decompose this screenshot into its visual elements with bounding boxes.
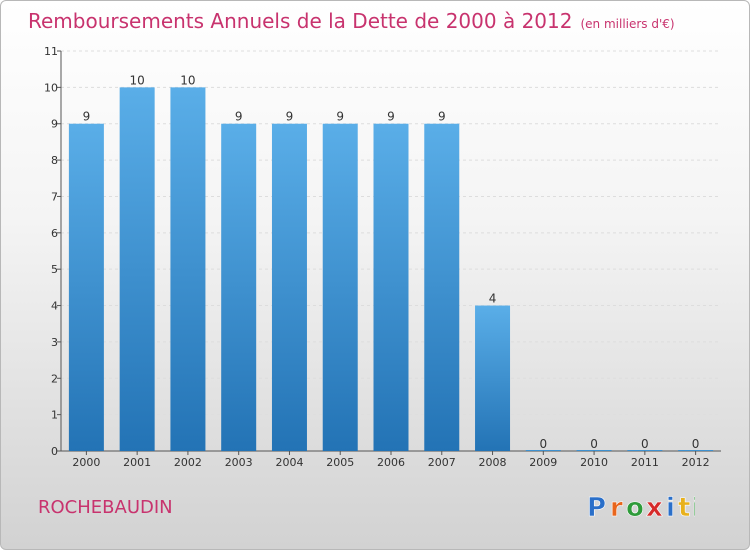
- y-tick-label: 3: [51, 336, 58, 349]
- bar-2007: [424, 123, 460, 452]
- bar-value-label: 0: [641, 437, 649, 451]
- x-tick-label: 2004: [275, 456, 303, 469]
- logo-letter: t: [678, 493, 690, 523]
- bars: [68, 87, 714, 452]
- y-tick-label: 1: [51, 409, 58, 422]
- y-tick-label: 2: [51, 372, 58, 385]
- x-tick-label: 2007: [428, 456, 456, 469]
- x-tick-label: 2011: [631, 456, 659, 469]
- bar-value-label: 0: [692, 437, 700, 451]
- bar-2012: [678, 450, 714, 451]
- x-tick-label: 2003: [225, 456, 253, 469]
- x-tick-label: 2002: [174, 456, 202, 469]
- bar-value-label: 9: [336, 110, 344, 124]
- logo-letter: x: [646, 493, 663, 523]
- y-tick-label: 0: [51, 445, 58, 458]
- chart-title: Remboursements Annuels de la Dette de 20…: [28, 9, 675, 33]
- x-tick-label: 2001: [123, 456, 151, 469]
- logo-letter: i: [666, 493, 675, 523]
- logo-letter: P: [587, 493, 606, 523]
- bar-2011: [627, 450, 663, 451]
- bar-2005: [322, 123, 358, 452]
- y-tick-label: 6: [51, 227, 58, 240]
- x-tick-label: 2008: [479, 456, 507, 469]
- y-tick-label: 10: [44, 81, 58, 94]
- y-tick-label: 11: [44, 45, 58, 58]
- logo-letter: i: [692, 493, 695, 523]
- bar-2001: [119, 87, 155, 451]
- bar-value-label: 10: [130, 73, 145, 87]
- bar-value-label: 9: [286, 110, 294, 124]
- labels: 0 1 2 3 4 5 6 7 8 9 10 11 2000 9 2001 10 2002 10 2003 9 2004…: [44, 45, 710, 469]
- y-tick-label: 7: [51, 190, 58, 203]
- y-tick-label: 9: [51, 118, 58, 131]
- bar-value-label: 9: [438, 110, 446, 124]
- bar-value-label: 0: [539, 437, 547, 451]
- x-tick-label: 2010: [580, 456, 608, 469]
- bar-2003: [221, 123, 257, 452]
- y-tick-label: 8: [51, 154, 58, 167]
- bar-2008: [475, 305, 511, 451]
- bar-2010: [576, 450, 612, 451]
- y-tick-label: 5: [51, 263, 58, 276]
- y-tick-label: 4: [51, 300, 58, 313]
- bar-2002: [170, 87, 206, 451]
- x-tick-label: 2005: [326, 456, 354, 469]
- bar-2000: [68, 123, 104, 452]
- x-tick-label: 2000: [72, 456, 100, 469]
- x-tick-label: 2012: [682, 456, 710, 469]
- bar-value-label: 0: [590, 437, 598, 451]
- chart-title-text: Remboursements Annuels de la Dette de 20…: [28, 9, 573, 33]
- bar-value-label: 10: [180, 73, 195, 87]
- bar-value-label: 9: [387, 110, 395, 124]
- bar-value-label: 9: [235, 110, 243, 124]
- proxiti-logo: Proxiti: [587, 493, 695, 524]
- logo-letter: o: [626, 493, 644, 523]
- bar-2004: [271, 123, 307, 452]
- bar-value-label: 9: [83, 110, 91, 124]
- x-tick-label: 2006: [377, 456, 405, 469]
- commune-name: ROCHEBAUDIN: [38, 497, 173, 518]
- logo-letter: r: [610, 493, 623, 523]
- bar-2009: [525, 450, 561, 451]
- bar-value-label: 4: [489, 292, 497, 306]
- x-tick-label: 2009: [529, 456, 557, 469]
- chart-unit: (en milliers d'€): [580, 17, 675, 31]
- bar-2006: [373, 123, 409, 452]
